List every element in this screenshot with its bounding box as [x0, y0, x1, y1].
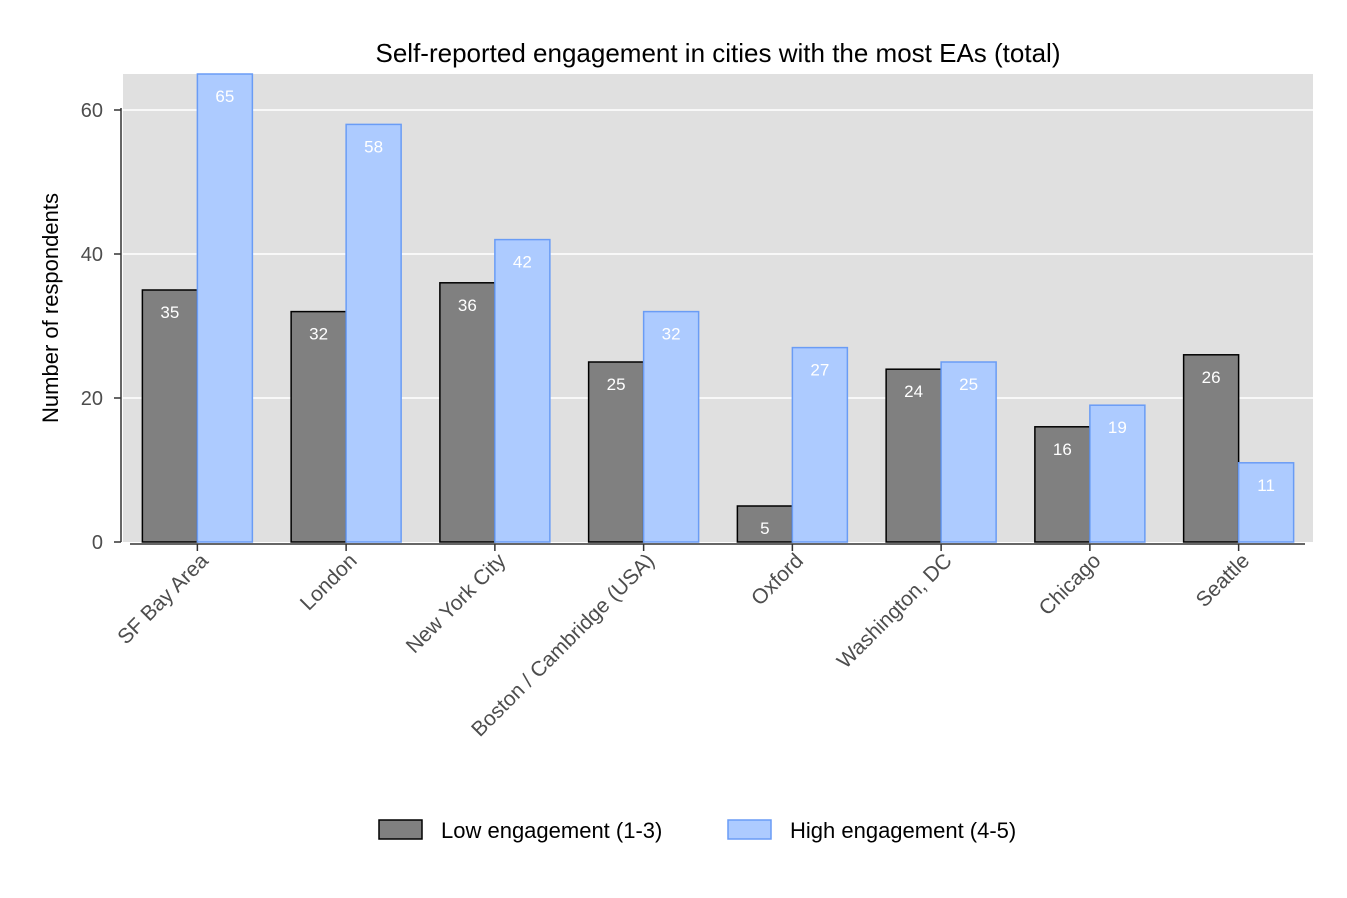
legend: Low engagement (1-3) High engagement (4-5…: [378, 818, 1016, 843]
x-tick-label: London: [296, 549, 362, 615]
legend-label: Low engagement (1-3): [441, 818, 662, 843]
x-tick-label: New York City: [402, 549, 511, 658]
bar-low-engagement: [885, 368, 942, 543]
bar-value-label: 36: [458, 296, 477, 315]
bar-high-engagement: [642, 310, 700, 543]
bar-value-label: 24: [904, 382, 923, 401]
bar-high-engagement: [196, 73, 254, 543]
y-tick-label: 20: [81, 388, 103, 410]
bar-low-engagement: [290, 310, 347, 543]
bar-value-label: 32: [662, 325, 681, 344]
x-tick-label: Oxford: [747, 549, 808, 610]
y-tick-label: 0: [92, 532, 103, 554]
chart-title: Self-reported engagement in cities with …: [376, 38, 1061, 68]
bar-value-label: 25: [607, 375, 626, 394]
bars-group: [141, 73, 1295, 543]
y-tick-label: 60: [81, 100, 103, 122]
y-axis: 0 20 40 60: [81, 100, 122, 554]
bar-value-label: 65: [215, 87, 234, 106]
bar-high-engagement: [1237, 462, 1295, 543]
bar-high-engagement: [494, 238, 551, 543]
bar-low-engagement: [439, 282, 496, 543]
bar-value-label: 58: [364, 137, 383, 156]
x-tick-label: Washington, DC: [833, 549, 957, 673]
bar-high-engagement: [791, 346, 849, 543]
x-tick-label: Seattle: [1192, 549, 1255, 612]
bar-low-engagement: [587, 361, 645, 543]
bar-high-engagement: [940, 361, 997, 543]
bar-value-label: 11: [1257, 476, 1275, 495]
y-tick-label: 40: [81, 244, 103, 266]
x-tick-label: SF Bay Area: [113, 549, 213, 649]
bar-high-engagement: [1089, 404, 1146, 543]
bar-value-label: 26: [1202, 368, 1221, 387]
bar-value-label: 25: [959, 375, 978, 394]
bar-low-engagement: [141, 289, 199, 543]
legend-swatch: [378, 819, 423, 840]
bar-value-label: 32: [309, 325, 328, 344]
bar-value-label: 35: [160, 303, 179, 322]
bar-low-engagement: [736, 505, 794, 543]
y-axis-label: Number of respondents: [38, 193, 63, 423]
bar-low-engagement: [1034, 426, 1091, 543]
bar-value-label: 42: [513, 253, 532, 272]
bar-value-label: 16: [1053, 440, 1072, 459]
legend-label: High engagement (4-5): [790, 818, 1016, 843]
bar-value-label: 19: [1108, 418, 1127, 437]
bar-low-engagement: [1182, 354, 1240, 543]
x-tick-label: Chicago: [1035, 549, 1106, 620]
bar-value-label: 27: [810, 361, 829, 380]
bar-value-label: 5: [760, 519, 769, 538]
bar-high-engagement: [345, 123, 402, 543]
bar-labels-group: 35 65 32 58 36 42 25 32 5 27 24 25 16 19 26 11: [160, 87, 1275, 538]
legend-swatch: [727, 819, 772, 840]
